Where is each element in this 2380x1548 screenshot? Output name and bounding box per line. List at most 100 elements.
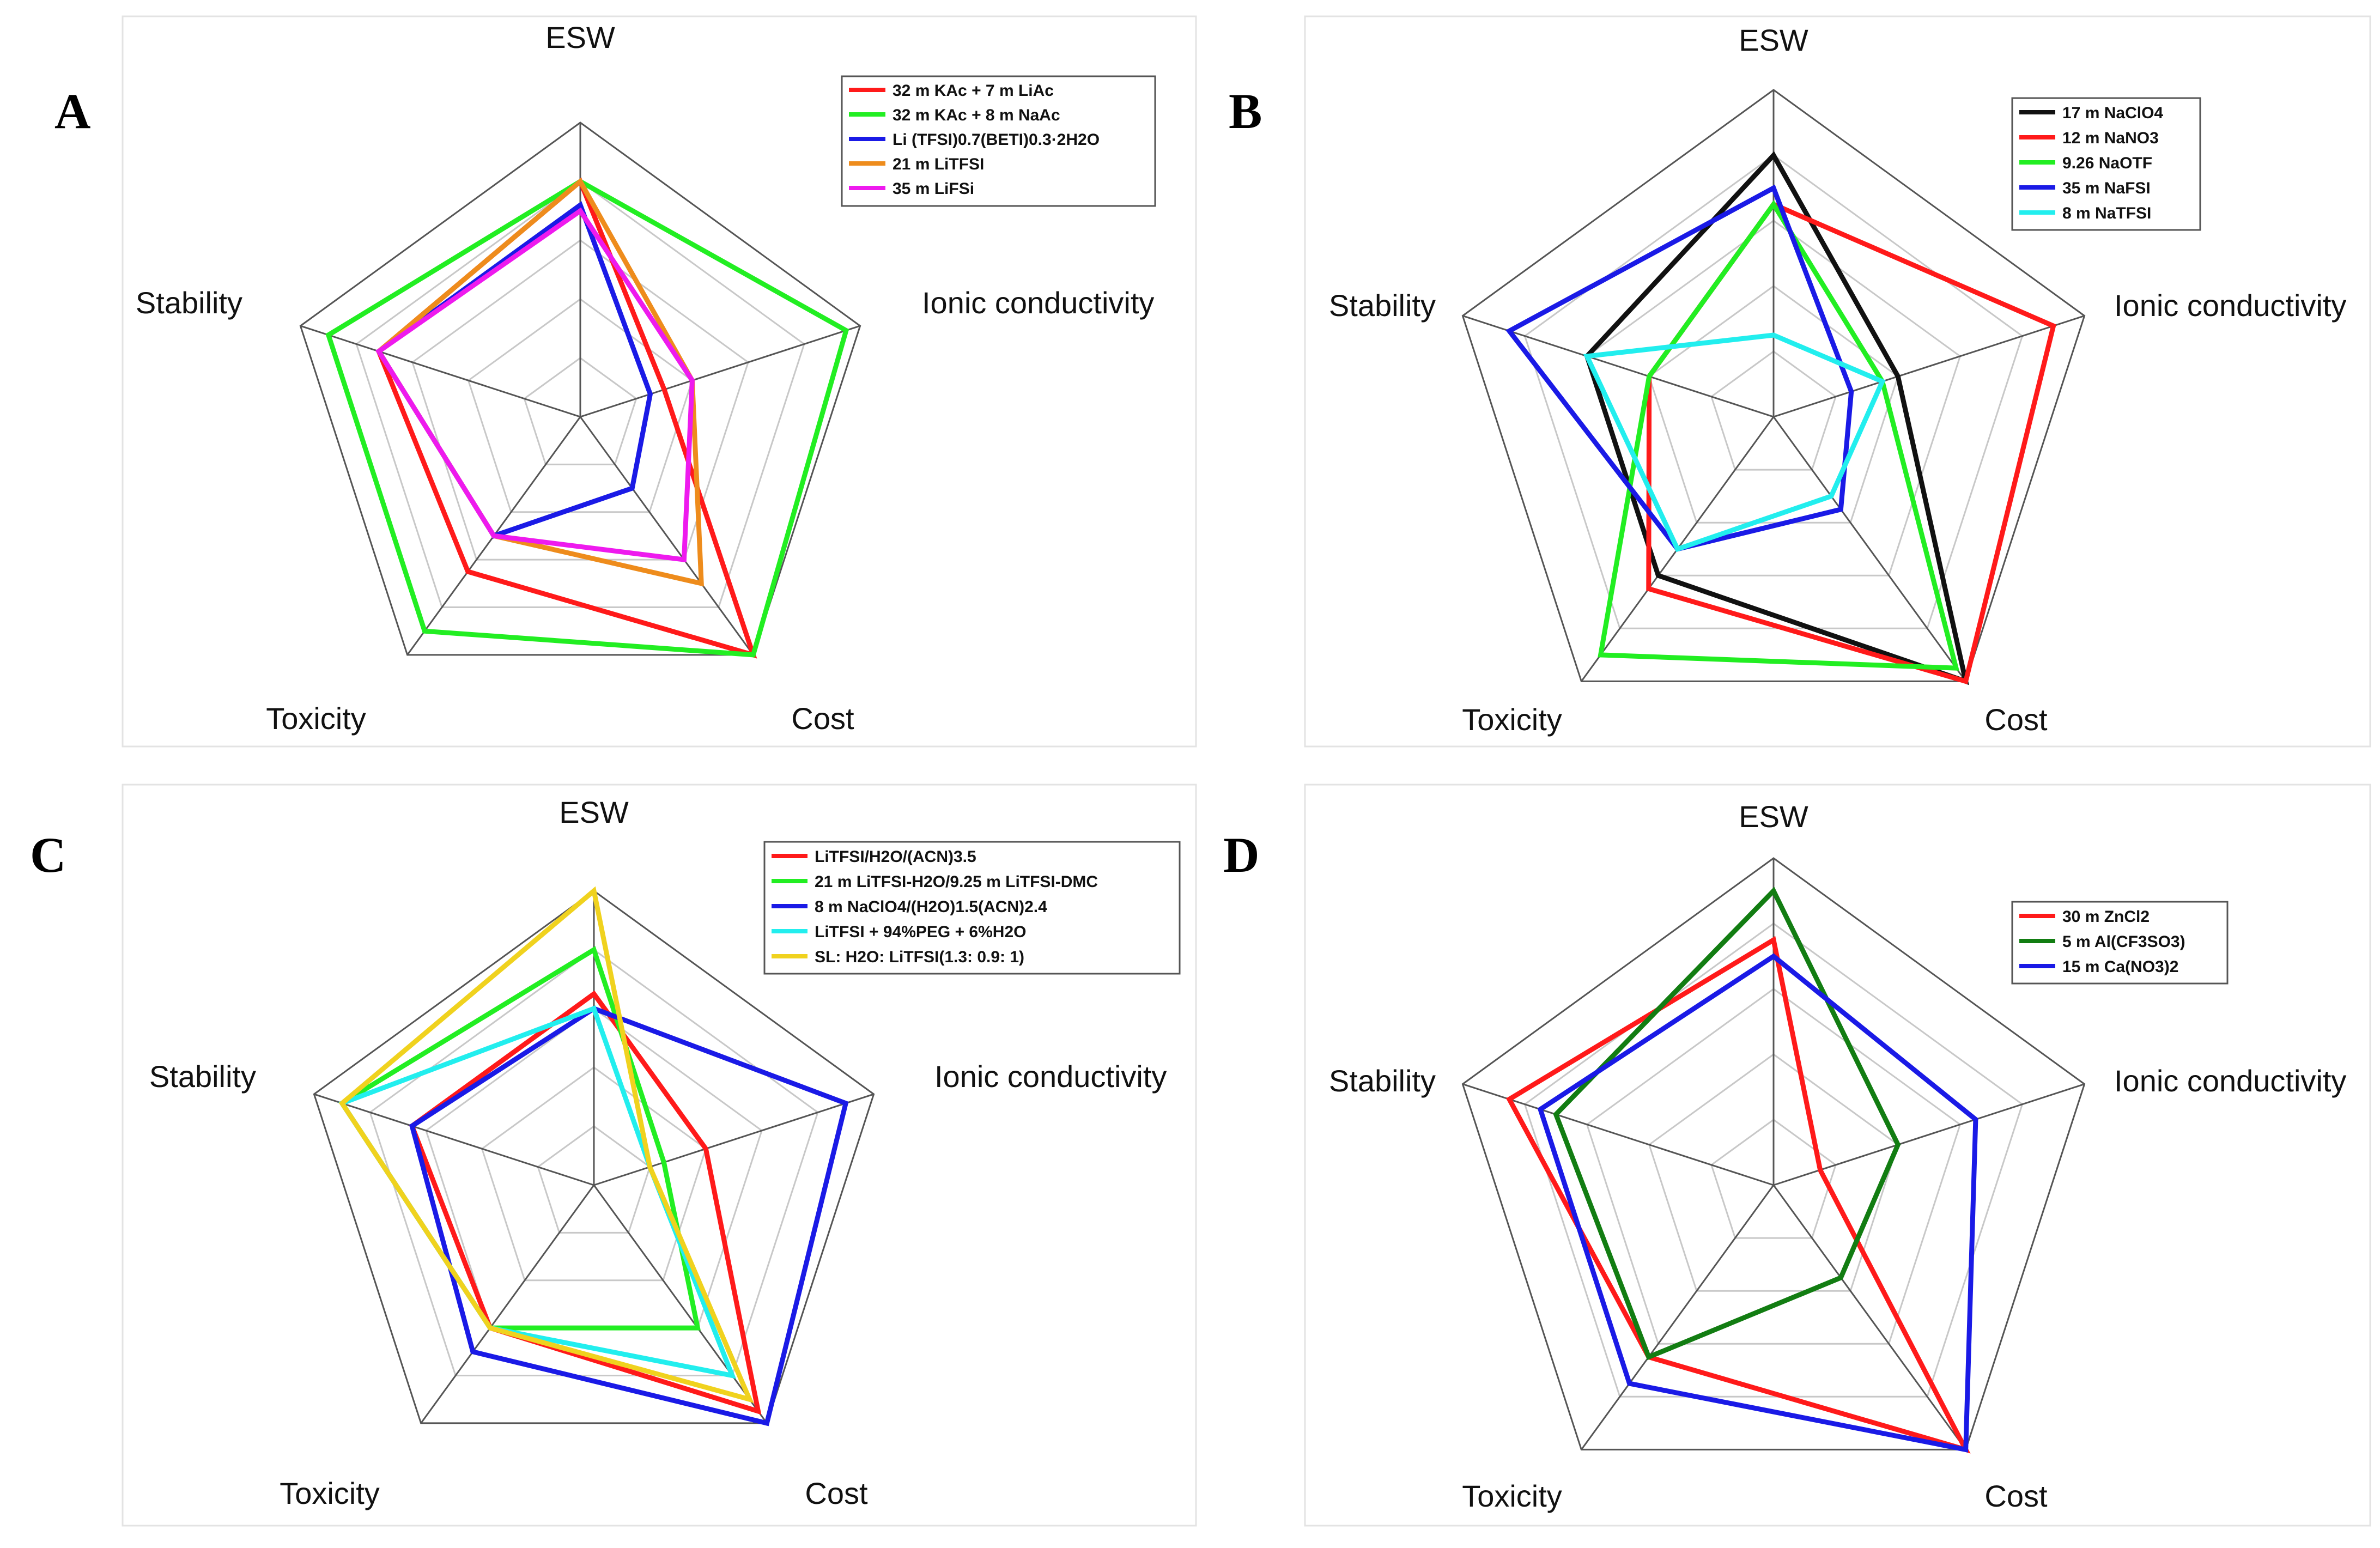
panel-letter: A (54, 83, 90, 139)
legend-entry: SL: H2O: LiTFSI(1.3: 0.9: 1) (815, 948, 1024, 966)
radar-series-1 (338, 946, 701, 1331)
legend-entry: Li (TFSI)0.7(BETI)0.3·2H2O (892, 131, 1100, 149)
radar-grid-ring (523, 357, 638, 465)
radar-spoke (1581, 1185, 1775, 1450)
axis-label-toxicity: Toxicity (1462, 1479, 1562, 1513)
legend-entry: LiTFSI + 94%PEG + 6%H2O (815, 923, 1026, 941)
radar-series (1505, 151, 2056, 685)
axis-label-stability: Stability (136, 286, 242, 320)
legend: LiTFSI/H2O/(ACN)3.5 21 m LiTFSI-H2O/9.25… (763, 841, 1181, 975)
radar-grid-ring (481, 1066, 707, 1282)
radar-grid-ring (1710, 350, 1837, 471)
radar-series-1 (325, 178, 849, 658)
legend-entry: 32 m KAc + 8 m NaAc (892, 106, 1060, 124)
radar-grid-ring (1648, 285, 1899, 524)
radar-spoke (580, 325, 861, 418)
legend: 17 m NaClO4 12 m NaNO3 9.26 NaOTF 35 m N… (2011, 97, 2201, 231)
radar-grid-ring (1586, 988, 1962, 1345)
radar-spoke (1462, 315, 1774, 418)
radar-series-0 (1505, 936, 1971, 1454)
radar-spoke (579, 416, 754, 655)
radar-series-4 (1583, 332, 1886, 553)
radar-spoke (1772, 1185, 1966, 1450)
radar-series-3 (375, 178, 704, 587)
legend-entry: 35 m NaFSI (2062, 179, 2151, 197)
radar-spoke (300, 325, 581, 418)
radar-grid-ring (411, 239, 749, 561)
radar-series (338, 886, 849, 1426)
axis-label-ionic-conductivity: Ionic conductivity (934, 1059, 1167, 1094)
axis-label-esw: ESW (559, 795, 629, 829)
radar-panel-d: D ESW Ionic conductivity Cost Toxicity S… (1223, 784, 2371, 1527)
legend-entry: LiTFSI/H2O/(ACN)3.5 (815, 848, 976, 866)
radar-outer-ring (1461, 89, 2086, 682)
radar-grid-ring (1523, 154, 2024, 629)
axis-label-stability: Stability (1329, 1064, 1436, 1098)
legend-entry: 12 m NaNO3 (2062, 129, 2159, 147)
legend-entry: 35 m LiFSi (892, 180, 974, 198)
radar-spoke (593, 1185, 768, 1424)
radar-series-2 (409, 1005, 849, 1426)
radar-spoke (1772, 416, 1966, 682)
radar-panel-c: C ESW Ionic conductivity Cost Toxicity S… (30, 784, 1197, 1527)
radar-series (1505, 887, 1978, 1454)
radar-spoke (593, 1093, 875, 1186)
radar-grid-ring (1586, 220, 1962, 576)
radar-series-0 (1584, 151, 1969, 685)
legend-box (763, 841, 1181, 975)
radar-series-2 (1537, 953, 1978, 1453)
radar-panel-a: A ESW Ionic conductivity Cost Toxicity S… (54, 15, 1197, 748)
panel-letter: C (30, 827, 66, 883)
radar-grid-ring (467, 298, 694, 513)
axis-label-toxicity: Toxicity (266, 701, 366, 736)
radar-series-3 (1505, 184, 1854, 552)
panel-letter: D (1223, 827, 1259, 883)
legend: 32 m KAc + 7 m LiAc 32 m KAc + 8 m NaAc … (841, 75, 1156, 207)
legend-entry: 9.26 NaOTF (2062, 154, 2152, 172)
legend-entry: 32 m KAc + 7 m LiAc (892, 82, 1054, 100)
legend-entry: 30 m ZnCl2 (2062, 908, 2150, 926)
radar-spoke (420, 1185, 595, 1424)
radar-grid-ring (369, 949, 819, 1376)
legend-entry: 5 m Al(CF3SO3) (2062, 933, 2185, 951)
radar-grid-ring (355, 180, 805, 608)
legend-entry: 21 m LiTFSI-H2O/9.25 m LiTFSI-DMC (815, 873, 1098, 891)
axis-label-stability: Stability (1329, 288, 1436, 323)
axis-label-ionic-conductivity: Ionic conductivity (2114, 288, 2346, 323)
radar-outer-ring (299, 122, 861, 656)
axis-label-esw: ESW (545, 20, 615, 54)
radar-outer-ring (313, 890, 875, 1424)
radar-panel-b: B ESW Ionic conductivity Cost Toxicity S… (1229, 15, 2371, 748)
legend-entry: 8 m NaClO4/(H2O)1.5(ACN)2.4 (815, 898, 1047, 916)
radar-spoke (313, 1093, 594, 1186)
radar-outer-ring (1461, 857, 2086, 1450)
legend-entry: 8 m NaTFSI (2062, 204, 2151, 222)
radar-spoke (1462, 1083, 1774, 1186)
legend-box (841, 75, 1156, 207)
radar-series-3 (338, 1005, 737, 1379)
axis-label-toxicity: Toxicity (280, 1476, 380, 1510)
legend: 30 m ZnCl2 5 m Al(CF3SO3) 15 m Ca(NO3)2 (2011, 901, 2229, 985)
axis-label-cost: Cost (791, 701, 854, 736)
radar-grid (1461, 857, 2086, 1450)
axis-label-toxicity: Toxicity (1462, 702, 1562, 737)
radar-grid-ring (1648, 1053, 1899, 1292)
axis-label-ionic-conductivity: Ionic conductivity (2114, 1064, 2346, 1098)
axis-label-stability: Stability (149, 1059, 256, 1094)
radar-series-4 (338, 886, 754, 1404)
axis-label-cost: Cost (805, 1476, 868, 1510)
axis-label-ionic-conductivity: Ionic conductivity (922, 286, 1154, 320)
panel-letter: B (1229, 83, 1262, 139)
axis-label-esw: ESW (1739, 23, 1808, 57)
radar-grid-ring (1523, 922, 2024, 1398)
radar-series (325, 177, 849, 659)
axis-label-cost: Cost (1984, 1479, 2048, 1513)
legend-entry: 15 m Ca(NO3)2 (2062, 958, 2178, 976)
axis-label-esw: ESW (1739, 799, 1808, 834)
radar-series-4 (375, 207, 695, 563)
legend-entry: 17 m NaClO4 (2062, 104, 2163, 122)
radar-spoke (1773, 1083, 2085, 1186)
radar-grid-ring (537, 1125, 651, 1234)
radar-grid-ring (1710, 1119, 1837, 1239)
